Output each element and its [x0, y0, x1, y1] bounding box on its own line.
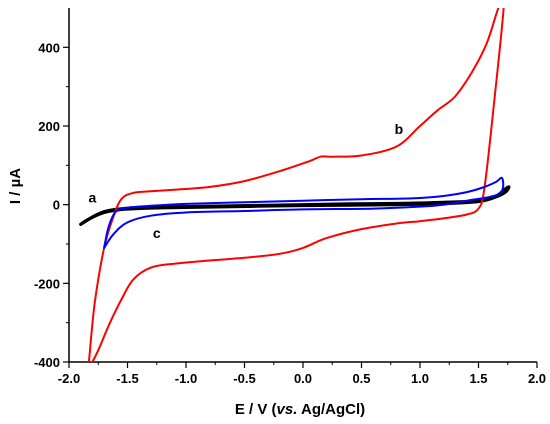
- x-tick-label: 1.0: [411, 371, 429, 386]
- x-tick-label: -1.5: [116, 371, 138, 386]
- curve-label-a: a: [89, 190, 97, 206]
- x-tick-label: -2.0: [58, 371, 80, 386]
- x-tick-label: 0.0: [294, 371, 312, 386]
- labels-layer: a b c: [89, 121, 404, 241]
- y-tick-label: 0: [53, 198, 60, 213]
- series-layer: [79, 8, 511, 362]
- y-tick-label: -200: [34, 276, 60, 291]
- x-tick-label: -1.0: [175, 371, 197, 386]
- series-b-curve: [87, 8, 505, 362]
- x-tick-label: 2.0: [528, 371, 546, 386]
- y-axis-label: I / µA: [7, 168, 24, 204]
- y-tick-label: 200: [38, 119, 60, 134]
- x-axis-label: E / V (vs. Ag/AgCl): [235, 401, 365, 418]
- curve-label-c: c: [153, 225, 161, 241]
- x-tick-label: 0.5: [352, 371, 370, 386]
- axes: -2.0 -1.5 -1.0 -0.5 0.0 0.5 1.0 1.5 2.0 -400 -200 0…: [34, 8, 546, 386]
- x-tick-label: 1.5: [469, 371, 487, 386]
- y-tick-label: 400: [38, 40, 60, 55]
- series-c-curve: [103, 176, 505, 249]
- x-tick-label: -0.5: [233, 371, 255, 386]
- y-tick-label: -400: [34, 355, 60, 370]
- series-a-curve: [79, 185, 511, 226]
- curve-label-b: b: [395, 121, 404, 137]
